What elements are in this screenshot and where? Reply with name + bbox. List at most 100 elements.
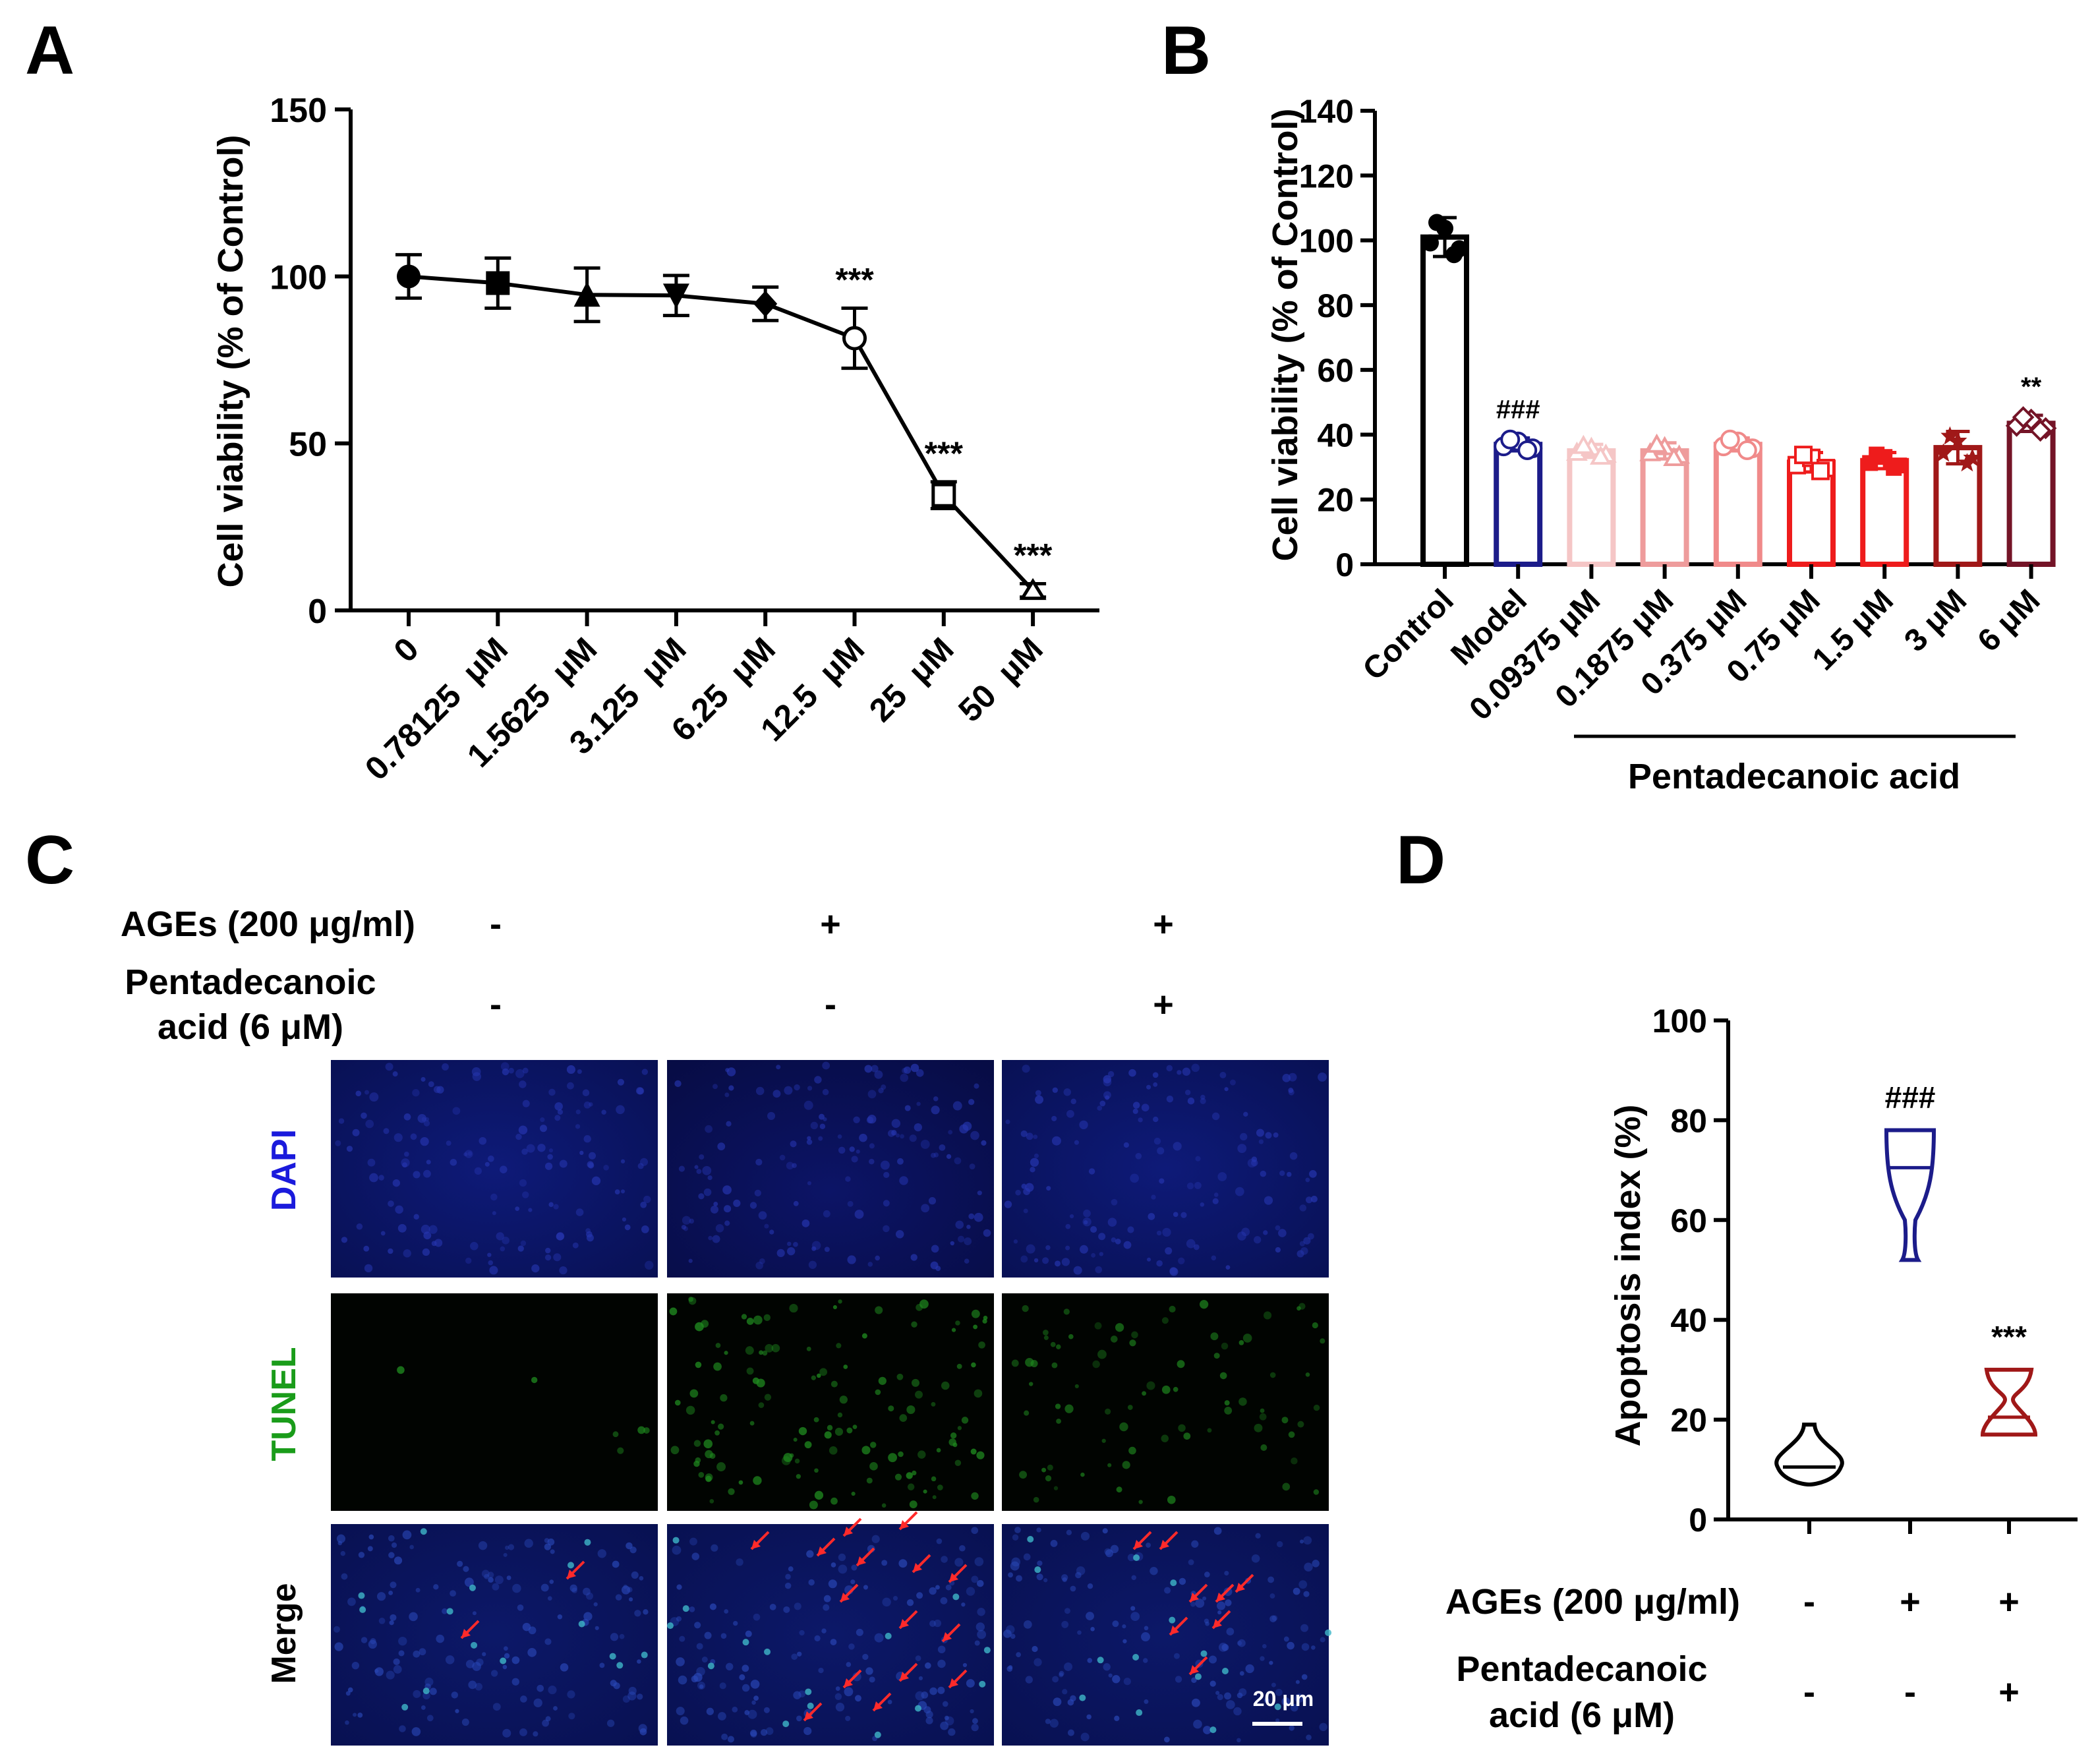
merge-nucleus — [569, 1584, 577, 1592]
dapi-nucleus — [369, 1092, 379, 1102]
merge-nucleus — [637, 1659, 641, 1664]
dapi-nucleus — [1066, 1109, 1074, 1118]
merge-nucleus — [487, 1572, 494, 1578]
merge-nucleus — [918, 1676, 923, 1680]
panel-b-y-tick-label: 80 — [1317, 287, 1354, 324]
dapi-nucleus — [572, 1242, 579, 1249]
dapi-nucleus — [1156, 1230, 1162, 1236]
dapi-nucleus — [1200, 1094, 1206, 1100]
panel-d-violin — [1774, 1423, 1844, 1487]
dapi-nucleus — [772, 1090, 781, 1098]
merge-nucleus — [1122, 1639, 1127, 1643]
dapi-nucleus — [1020, 1130, 1028, 1138]
tunel-nucleus — [720, 1394, 728, 1402]
dapi-nucleus — [544, 1254, 552, 1261]
merge-nucleus — [1283, 1636, 1289, 1642]
dapi-nucleus — [588, 1162, 595, 1169]
dapi-nucleus — [500, 1062, 509, 1071]
dapi-nucleus — [1211, 1112, 1220, 1121]
merge-nucleus — [502, 1664, 508, 1670]
dapi-nucleus — [637, 1163, 644, 1169]
merge-nucleus — [508, 1544, 515, 1550]
dapi-nucleus — [1279, 1170, 1285, 1176]
dapi-nucleus — [1157, 1147, 1165, 1155]
merge-nucleus — [409, 1612, 418, 1622]
merge-nucleus — [1103, 1663, 1111, 1671]
dapi-nucleus — [847, 1200, 854, 1207]
red-arrow-head — [1190, 1665, 1199, 1674]
dapi-nucleus — [515, 1206, 520, 1211]
red-arrow-head — [1213, 1619, 1222, 1628]
red-arrow-head — [1160, 1540, 1169, 1549]
red-arrow-head — [567, 1570, 576, 1579]
panel-d-violin — [1884, 1128, 1936, 1262]
dapi-nucleus — [867, 1262, 873, 1267]
merge-nucleus — [1239, 1671, 1244, 1676]
merge-nucleus — [906, 1599, 914, 1606]
dapi-nucleus — [423, 1120, 430, 1127]
merge-nucleus — [1025, 1676, 1033, 1684]
merge-nucleus — [765, 1727, 774, 1735]
merge-nucleus — [1061, 1620, 1069, 1628]
merge-nucleus — [719, 1682, 726, 1690]
merge-apoptotic-cell — [707, 1662, 714, 1670]
panel-c-ages-mark-2: + — [820, 904, 841, 944]
tunel-nucleus — [695, 1322, 704, 1332]
dapi-nucleus — [891, 1119, 901, 1128]
merge-nucleus — [1271, 1682, 1276, 1688]
dapi-nucleus — [539, 1125, 548, 1132]
merge-nucleus — [1067, 1699, 1074, 1706]
panel-a-series-line — [408, 274, 1035, 592]
merge-apoptotic-cell — [1034, 1566, 1041, 1573]
merge-apoptotic-cell — [782, 1720, 790, 1728]
panel-d-condition-pa-label-2: acid (6 μM) — [1489, 1695, 1675, 1735]
dapi-nucleus — [423, 1231, 432, 1240]
tunel-nucleus — [976, 1451, 985, 1459]
merge-nucleus — [1224, 1570, 1229, 1576]
merge-nucleus — [1202, 1596, 1207, 1601]
dapi-nucleus — [1195, 1156, 1201, 1161]
dapi-nucleus — [548, 1088, 556, 1096]
merge-nucleus — [898, 1559, 908, 1568]
dapi-nucleus — [554, 1115, 561, 1121]
tunel-nucleus — [838, 1299, 842, 1304]
dapi-nucleus — [849, 1146, 855, 1152]
dapi-nucleus — [548, 1148, 554, 1153]
dapi-nucleus — [1219, 1071, 1227, 1078]
dapi-nucleus — [341, 1237, 348, 1243]
dapi-nucleus — [1035, 1090, 1041, 1096]
merge-apoptotic-cell — [616, 1662, 624, 1669]
merge-nucleus — [937, 1686, 945, 1694]
tunel-nucleus — [1291, 1457, 1298, 1465]
tunel-nucleus — [804, 1441, 812, 1449]
dapi-nucleus — [838, 1146, 846, 1154]
merge-nucleus — [522, 1622, 531, 1632]
tunel-nucleus — [728, 1488, 735, 1495]
merge-nucleus — [353, 1713, 357, 1717]
dapi-nucleus — [1079, 1245, 1088, 1254]
merge-nucleus — [391, 1542, 397, 1548]
merge-nucleus — [689, 1606, 695, 1612]
merge-nucleus — [583, 1587, 591, 1596]
dapi-nucleus — [1178, 1257, 1185, 1264]
dapi-nucleus — [1069, 1214, 1074, 1219]
merge-nucleus — [388, 1591, 393, 1595]
merge-nucleus — [621, 1585, 631, 1595]
merge-nucleus — [971, 1575, 979, 1583]
merge-nucleus — [1290, 1703, 1298, 1712]
merge-nucleus — [503, 1552, 508, 1557]
tunel-nucleus — [907, 1483, 915, 1490]
dapi-nucleus — [392, 1179, 401, 1187]
dapi-nucleus — [1042, 1257, 1049, 1264]
tunel-nucleus — [971, 1362, 976, 1368]
dapi-nucleus — [502, 1237, 509, 1245]
dapi-nucleus — [421, 1076, 426, 1082]
dapi-nucleus — [900, 1134, 904, 1139]
dapi-nucleus — [423, 1169, 431, 1178]
merge-nucleus — [742, 1684, 750, 1692]
merge-nucleus — [929, 1687, 937, 1695]
dapi-nucleus — [903, 1066, 912, 1074]
tunel-nucleus — [911, 1378, 919, 1387]
merge-nucleus — [925, 1717, 933, 1724]
merge-apoptotic-cell — [914, 1705, 921, 1712]
